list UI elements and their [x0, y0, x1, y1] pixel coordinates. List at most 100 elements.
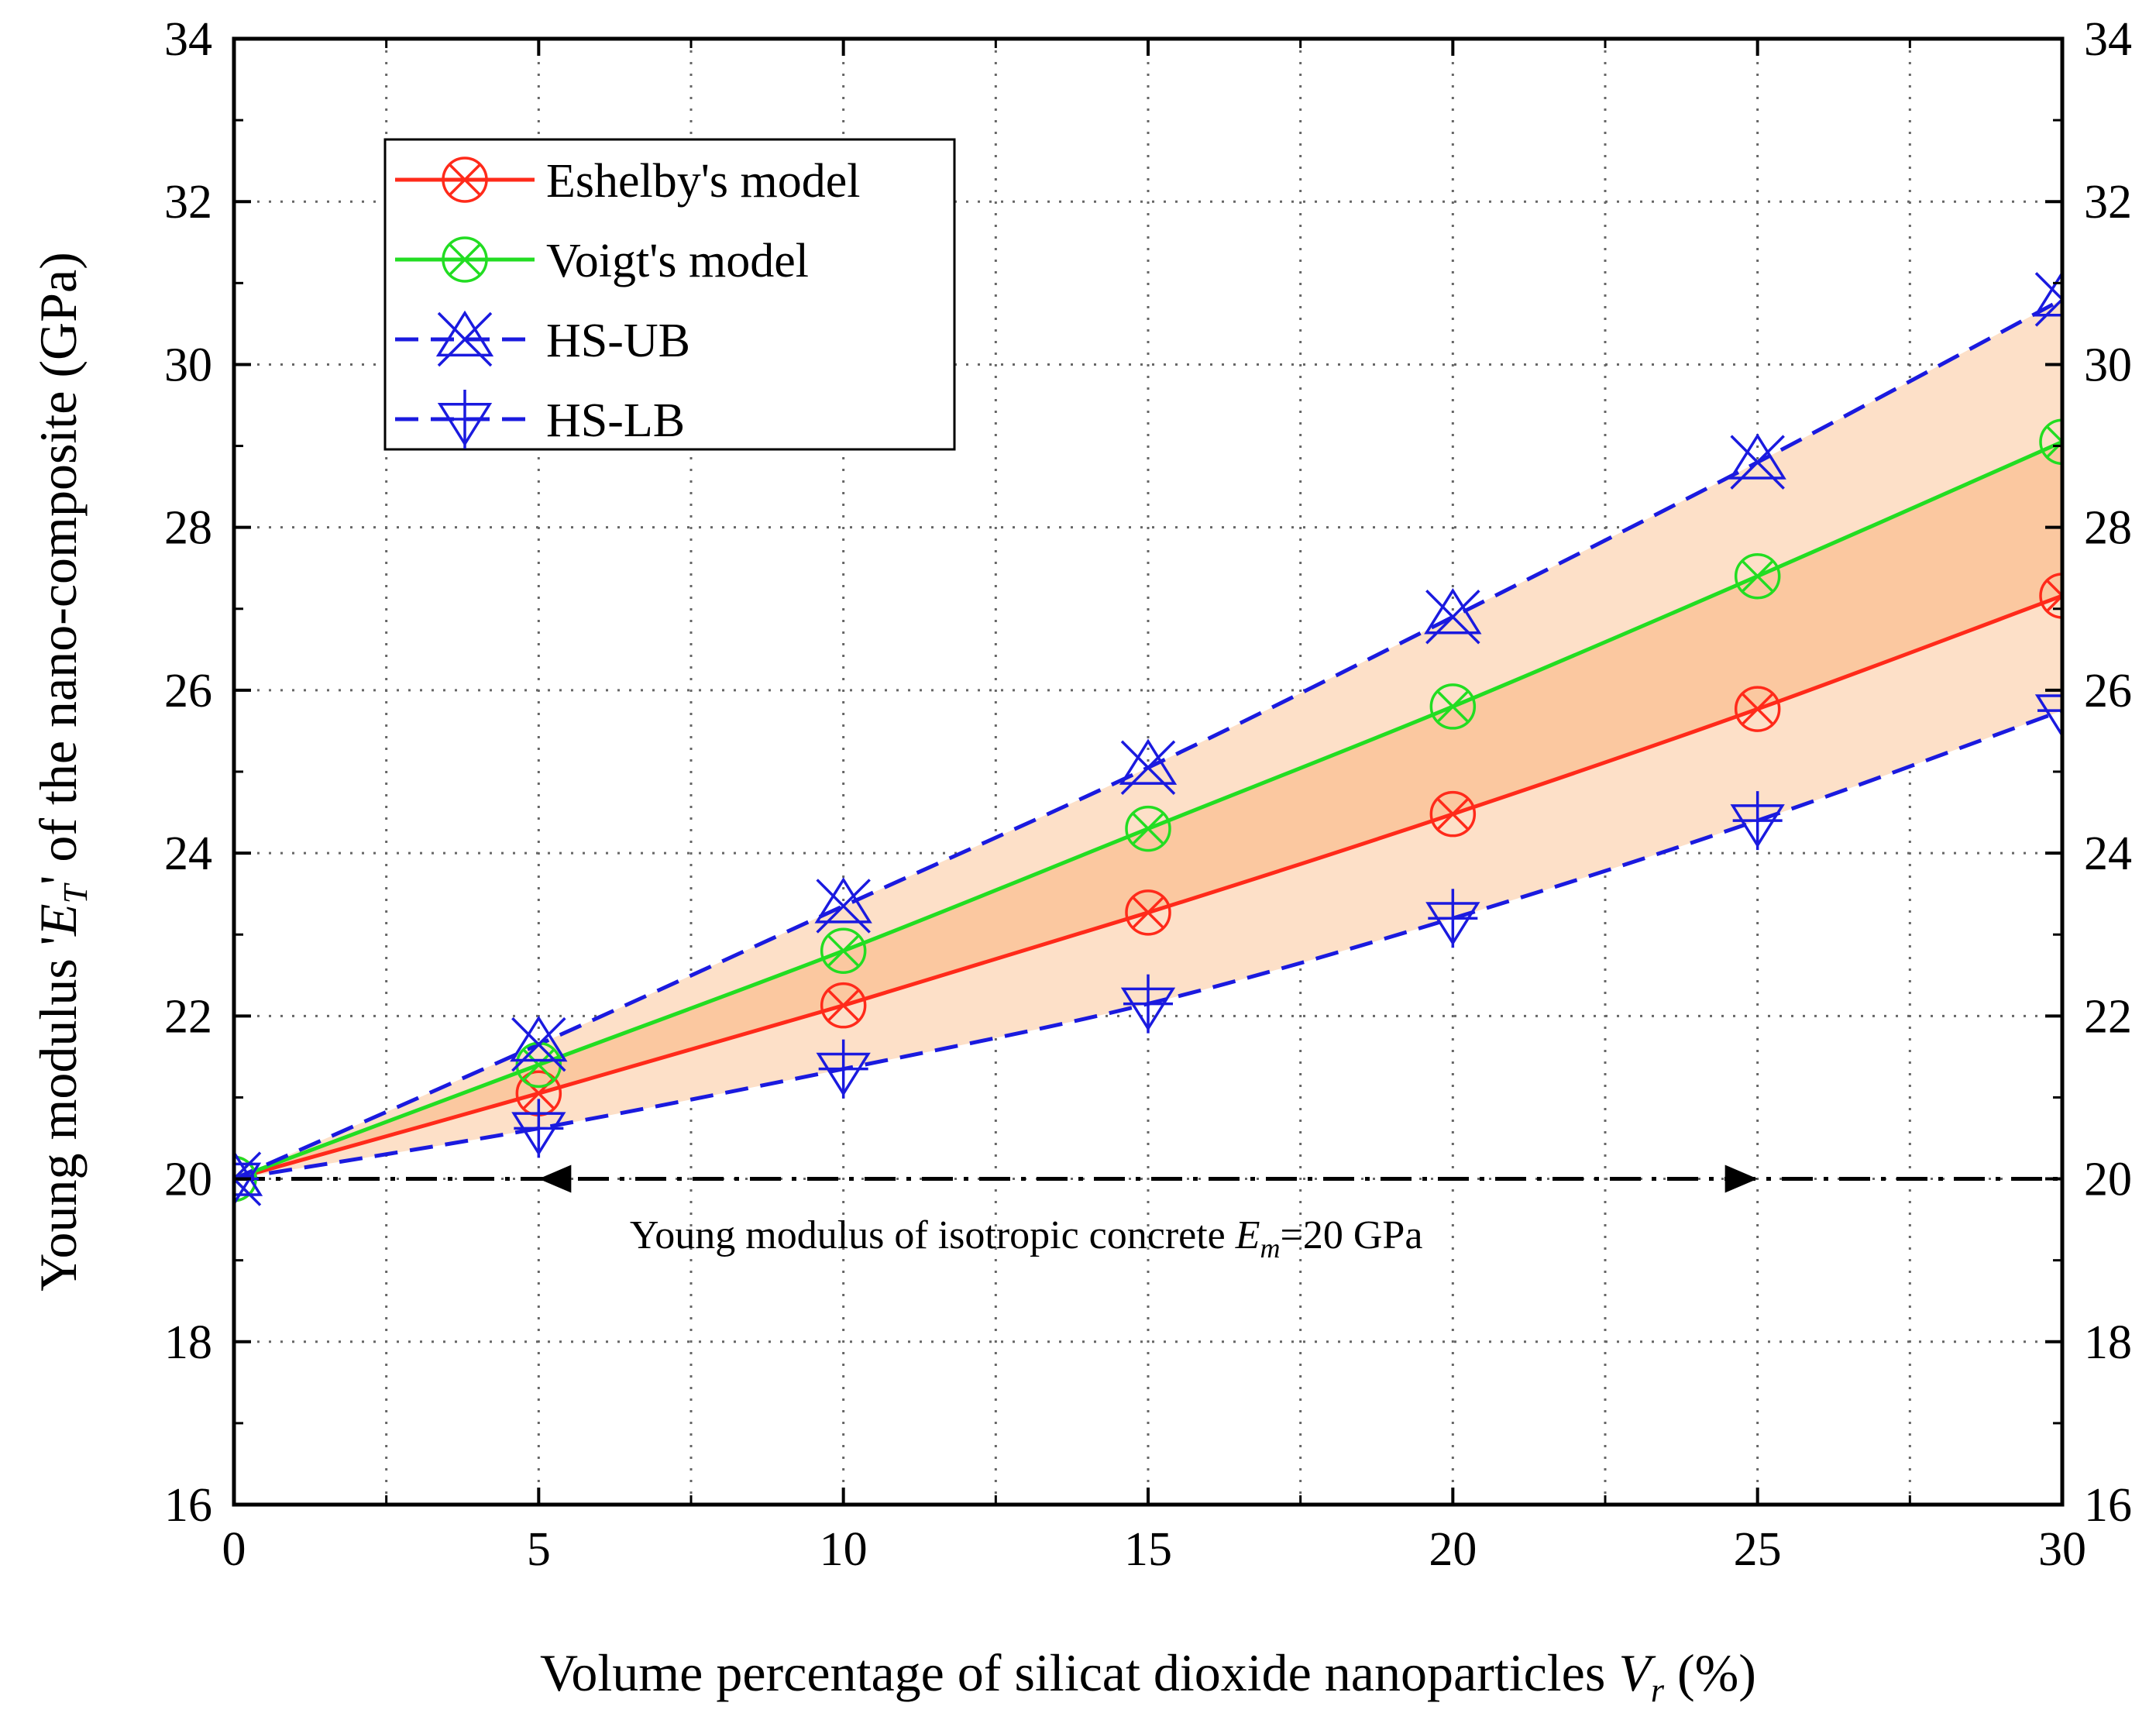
y-tick-label-left-28: 28 [164, 502, 212, 555]
marker-cross-b [1131, 896, 1165, 929]
data-point-voigt-s-model-15 [1125, 805, 1171, 852]
legend-marker-eshelby-s-model [442, 157, 488, 203]
marker-circle [1429, 790, 1477, 838]
y-axis-title-prefix: Young modulus ' [29, 936, 88, 1292]
x-tick-label-30: 30 [2038, 1523, 2086, 1576]
y-tick-label-right-26: 26 [2084, 665, 2132, 717]
marker-circle [442, 236, 488, 283]
marker-triangle [2034, 694, 2062, 738]
x-tick-label-5: 5 [527, 1523, 551, 1576]
data-point-hs-lb-25 [1730, 791, 1785, 851]
data-point-hs-ub-0 [234, 1150, 263, 1206]
data-point-voigt-s-model-30 [2039, 418, 2062, 466]
annotation-subscript: m [1260, 1233, 1281, 1264]
y-tick-label-left-34: 34 [164, 13, 212, 66]
data-point-eshelby-s-model-10 [820, 982, 867, 1029]
marker-cross-a [2034, 272, 2062, 301]
data-point-eshelby-s-model-30 [2039, 573, 2062, 619]
marker-cross-a [2045, 425, 2062, 444]
y-tick-label-right-20: 20 [2084, 1154, 2132, 1206]
data-point-eshelby-s-model-25 [1734, 686, 1781, 732]
y-tick-label-right-18: 18 [2084, 1316, 2132, 1369]
marker-cross-a [2045, 579, 2062, 598]
y-tick-label-left-32: 32 [164, 176, 212, 229]
reference-annotation: Young modulus of isotropic concrete Em=2… [630, 1213, 1423, 1264]
x-tick-label-0: 0 [222, 1523, 246, 1576]
legend-label-eshelby-s-model: Eshelby's model [546, 155, 861, 208]
legend-label-hs-ub: HS-UB [546, 315, 690, 367]
marker-triangle [814, 877, 872, 924]
data-point-hs-lb-5 [511, 1099, 566, 1158]
x-tick-label-25: 25 [1734, 1523, 1782, 1576]
reference-line-group [234, 1164, 2062, 1193]
marker-triangle [1728, 433, 1786, 480]
legend-item-voigt-s-model: Voigt's model [395, 235, 809, 287]
data-point-hs-ub-30 [2033, 270, 2062, 327]
x-axis-title-suffix: (%) [1664, 1643, 1756, 1702]
marker-cross-b [827, 989, 860, 1022]
marker-triangle [435, 310, 494, 357]
x-tick-label-15: 15 [1124, 1523, 1172, 1576]
marker-circle [1429, 683, 1477, 730]
y-axis-title-symbol: E [29, 903, 88, 937]
y-axis-title: Young modulus 'ET' of the nano-composite… [29, 252, 95, 1292]
marker-cross-b [816, 879, 871, 934]
data-point-voigt-s-model-10 [820, 927, 867, 974]
marker-circle [2039, 418, 2062, 466]
marker-cross-b [448, 243, 482, 277]
y-tick-label-left-24: 24 [164, 827, 212, 880]
arrow-head-right [1724, 1164, 1758, 1193]
marker-circle [820, 982, 867, 1029]
marker-cross-b [1741, 559, 1774, 593]
marker-circle [1125, 889, 1171, 936]
x-axis-title: Volume percentage of silicat dioxide nan… [540, 1643, 1756, 1709]
y-tick-label-right-32: 32 [2084, 176, 2132, 229]
legend-item-hs-ub: HS-UB [395, 310, 690, 367]
data-point-hs-ub-20 [1424, 587, 1482, 645]
legend-label-voigt-s-model: Voigt's model [546, 235, 809, 287]
marker-cross-b [827, 934, 860, 968]
x-axis-title-subscript: r [1651, 1671, 1665, 1709]
marker-circle [1734, 552, 1781, 600]
marker-circle [820, 927, 867, 974]
y-tick-label-right-30: 30 [2084, 339, 2132, 391]
marker-cross-b [1131, 812, 1165, 845]
y-tick-label-right-34: 34 [2084, 13, 2132, 66]
y-tick-label-left-18: 18 [164, 1316, 212, 1369]
y-axis-title-suffix: ' of the nano-composite (GPa) [29, 252, 88, 885]
marker-cross-b [1730, 435, 1785, 490]
data-point-hs-lb-30 [2034, 681, 2062, 741]
data-point-eshelby-s-model-20 [1429, 790, 1477, 838]
annotation-suffix: =20 GPa [1281, 1213, 1423, 1257]
marker-cross-b [511, 1017, 566, 1072]
marker-cross-b [448, 163, 482, 197]
y-tick-label-left-26: 26 [164, 665, 212, 717]
x-axis-title-symbol: V [1618, 1643, 1656, 1702]
data-point-hs-ub-15 [1119, 738, 1178, 795]
data-point-hs-lb-20 [1425, 889, 1480, 948]
marker-cross-b [234, 1151, 262, 1182]
marker-triangle [234, 1150, 263, 1196]
legend-item-hs-lb: HS-LB [395, 390, 685, 449]
data-point-voigt-s-model-20 [1429, 683, 1477, 730]
marker-circle [1734, 686, 1781, 732]
y-tick-label-right-16: 16 [2084, 1479, 2132, 1532]
marker-cross-b [2034, 297, 2062, 327]
marker-cross-a [234, 1177, 262, 1206]
x-tick-label-10: 10 [820, 1523, 868, 1576]
y-tick-label-left-22: 22 [164, 990, 212, 1043]
marker-cross-b [1436, 690, 1470, 723]
marker-circle [2039, 573, 2062, 619]
data-point-hs-ub-5 [510, 1015, 568, 1072]
legend-marker-voigt-s-model [442, 236, 488, 283]
marker-triangle [1424, 587, 1482, 635]
y-tick-label-right-22: 22 [2084, 990, 2132, 1043]
annotation-symbol: E [1235, 1213, 1260, 1257]
x-axis-title-prefix: Volume percentage of silicat dioxide nan… [540, 1643, 1618, 1702]
marker-cross-b [2045, 439, 2062, 459]
legend-marker-hs-ub [435, 310, 494, 367]
legend-label-hs-lb: HS-LB [546, 394, 685, 447]
y-tick-label-right-28: 28 [2084, 502, 2132, 555]
